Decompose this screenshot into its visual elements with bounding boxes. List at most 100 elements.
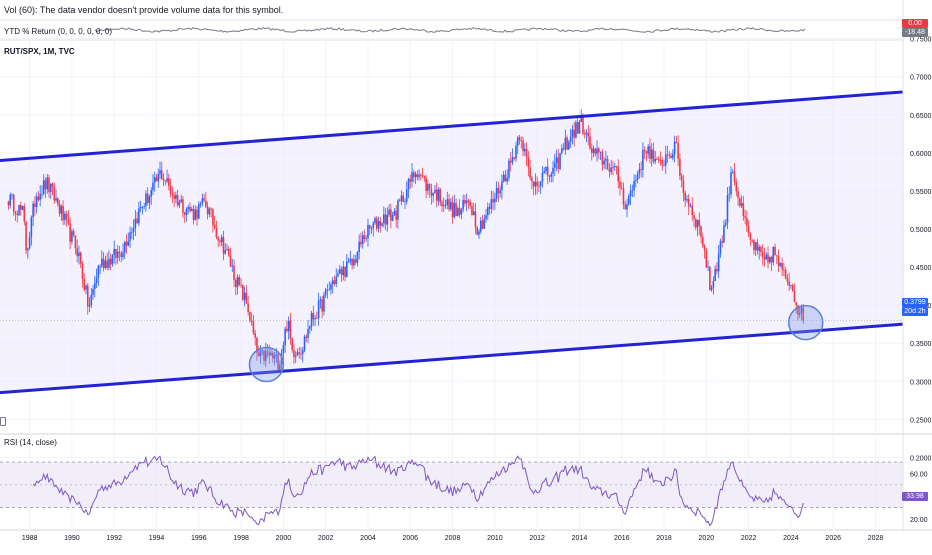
candle-body xyxy=(578,121,581,134)
y-tick-label: 0.5500 xyxy=(910,189,932,196)
candle xyxy=(365,235,368,242)
candle-body xyxy=(679,158,681,176)
x-tick-label: 2004 xyxy=(360,535,376,542)
candle xyxy=(724,219,727,228)
x-tick-label: 2028 xyxy=(868,535,884,542)
candle-body xyxy=(682,180,685,193)
candle xyxy=(400,190,403,206)
candle-body xyxy=(770,256,773,263)
candle xyxy=(64,210,66,225)
ytd-return-line xyxy=(94,26,806,33)
candle xyxy=(464,195,466,207)
candle-body xyxy=(412,172,415,178)
candle-body xyxy=(282,345,285,353)
candle xyxy=(180,194,182,204)
candle xyxy=(631,184,634,197)
candle-body xyxy=(746,217,748,227)
candle-body xyxy=(758,246,760,251)
candle xyxy=(88,296,91,313)
candle-body xyxy=(256,337,258,353)
candle xyxy=(784,266,787,280)
candle-body xyxy=(476,227,479,235)
candle-body xyxy=(337,273,339,277)
candle xyxy=(18,204,20,217)
candle xyxy=(375,215,378,232)
candle-body xyxy=(583,133,586,135)
candle-body xyxy=(333,280,336,284)
candle-body xyxy=(795,302,798,306)
candle-body xyxy=(509,160,512,163)
candle xyxy=(213,215,216,230)
ytd-return-label[interactable]: YTD % Return (0, 0, 0, 0, 0, 0) xyxy=(4,27,113,36)
volume-notice: Vol (60): The data vendor doesn't provid… xyxy=(4,5,284,15)
y-tick-label: 0.6500 xyxy=(910,113,932,120)
candle xyxy=(702,232,704,248)
candle-body xyxy=(257,352,260,357)
candle-body xyxy=(88,305,91,307)
candle xyxy=(444,199,447,209)
candle xyxy=(712,276,715,295)
candle xyxy=(122,243,124,261)
candle-body xyxy=(65,213,68,219)
candle xyxy=(289,312,292,345)
candle xyxy=(485,208,487,223)
candle xyxy=(146,187,149,206)
candle xyxy=(516,135,519,155)
candle-body xyxy=(19,204,22,210)
candle xyxy=(777,249,780,273)
candle xyxy=(363,229,366,243)
candle-body xyxy=(781,262,783,270)
candle-body xyxy=(294,355,297,358)
candle xyxy=(189,202,191,213)
candle-body xyxy=(652,149,655,162)
candle xyxy=(543,167,545,174)
symbol-title[interactable]: RUT/SPX, 1M, TVC xyxy=(4,47,75,56)
candle-body xyxy=(800,307,803,314)
candle-body xyxy=(270,352,272,356)
candle-body xyxy=(284,328,286,346)
candle xyxy=(11,193,13,200)
candle xyxy=(203,193,205,203)
candle-body xyxy=(115,248,117,258)
candle-body xyxy=(273,355,276,359)
candle-body xyxy=(428,183,431,190)
rsi-label[interactable]: RSI (14, close) xyxy=(4,438,57,447)
candle xyxy=(90,288,93,309)
candle xyxy=(476,226,479,236)
candle xyxy=(346,253,348,278)
candle xyxy=(187,204,190,215)
candle xyxy=(310,310,313,331)
candle-body xyxy=(552,167,554,174)
candle-body xyxy=(342,266,345,276)
candle xyxy=(545,166,547,175)
candle-body xyxy=(242,284,244,300)
rsi-tick-label: 60.00 xyxy=(910,471,928,478)
candle xyxy=(62,200,64,226)
candle-body xyxy=(543,171,545,174)
candle-body xyxy=(772,247,775,263)
candle-body xyxy=(451,202,454,218)
candle xyxy=(192,204,195,225)
lock-icon[interactable] xyxy=(0,417,6,426)
candle xyxy=(548,174,551,183)
candle-body xyxy=(538,185,540,187)
candle-body xyxy=(141,206,144,208)
candle xyxy=(374,216,376,225)
candle xyxy=(666,145,669,163)
candle-body xyxy=(407,178,410,190)
candle-body xyxy=(236,277,239,288)
candle xyxy=(592,145,595,158)
candle xyxy=(384,207,387,231)
candle-body xyxy=(624,204,627,210)
candle xyxy=(242,284,244,302)
candle-body xyxy=(571,129,574,137)
candle-body xyxy=(275,354,278,356)
candle-body xyxy=(465,200,468,204)
candle xyxy=(566,135,568,151)
candle-body xyxy=(400,195,403,201)
candle-body xyxy=(346,261,348,278)
candle xyxy=(354,254,357,266)
candle-body xyxy=(777,256,780,266)
